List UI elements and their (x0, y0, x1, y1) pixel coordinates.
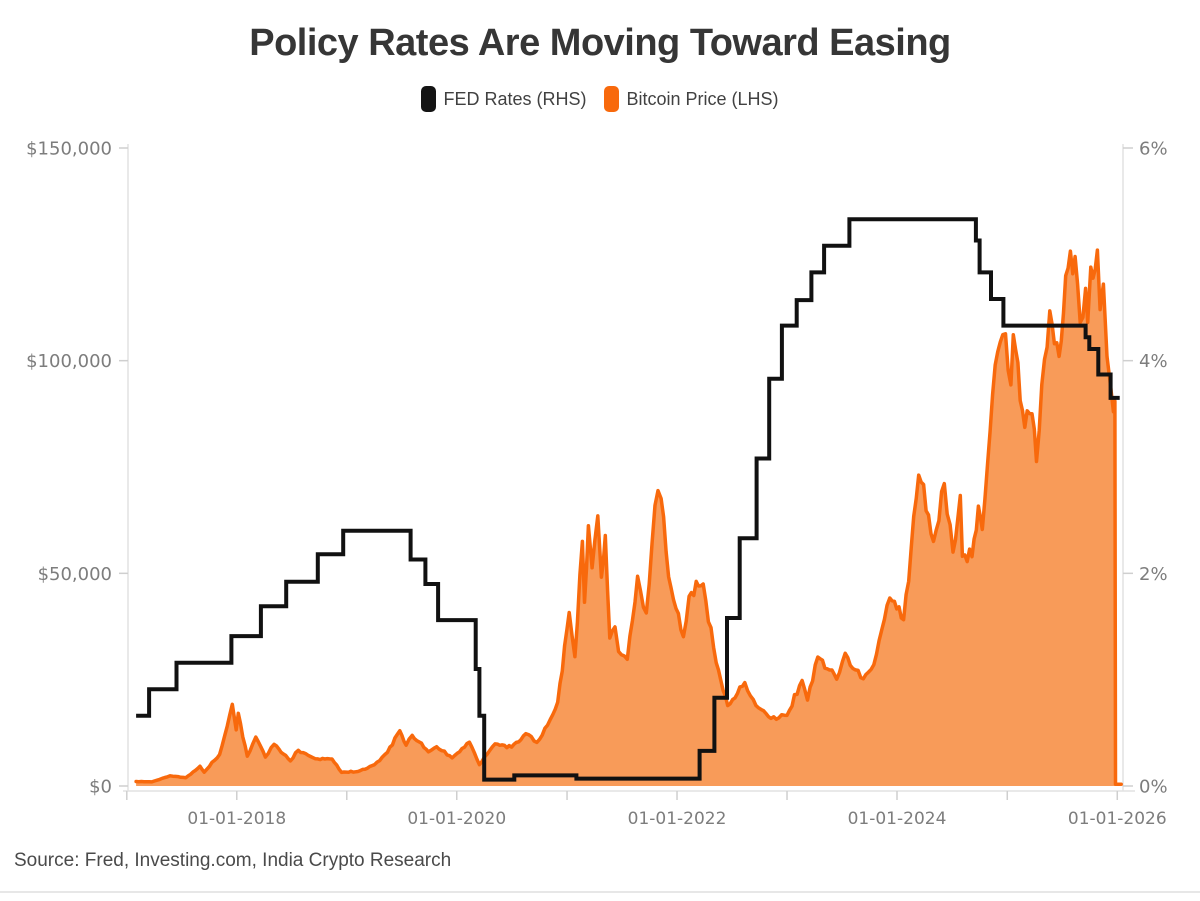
y-right-tick-label: 2% (1139, 564, 1168, 585)
legend-label: FED Rates (RHS) (443, 88, 587, 109)
legend-item-fed-rates[interactable]: FED Rates (RHS) (421, 86, 586, 112)
y-right-tick-label: 6% (1139, 139, 1168, 160)
x-axis-tick-label: 01-01-2022 (628, 809, 727, 829)
fed-rates-swatch-icon (421, 86, 437, 112)
y-right-tick-label: 4% (1139, 351, 1168, 372)
y-left-tick-label: $100,000 (26, 351, 112, 372)
fed-rates-line (136, 217, 1120, 782)
chart-legend: FED Rates (RHS) Bitcoin Price (LHS) (0, 86, 1200, 112)
bitcoin-price-line (134, 248, 1123, 787)
x-axis-tick-label: 01-01-2018 (187, 809, 286, 829)
legend-label: Bitcoin Price (LHS) (626, 88, 779, 109)
y-left-tick-label: $0 (89, 777, 112, 798)
x-axis-tick-label: 01-01-2020 (407, 809, 506, 829)
legend-item-bitcoin-price[interactable]: Bitcoin Price (LHS) (604, 86, 779, 112)
x-axis-tick-label: 01-01-2026 (1068, 809, 1167, 829)
y-left-tick-label: $50,000 (38, 564, 112, 585)
bitcoin-price-area (136, 250, 1122, 787)
y-left-tick-label: $150,000 (26, 139, 112, 160)
y-right-tick-label: 0% (1139, 777, 1168, 798)
bitcoin-price-swatch-icon (604, 86, 620, 112)
source-note: Source: Fred, Investing.com, India Crypt… (14, 850, 452, 871)
page-title: Policy Rates Are Moving Toward Easing (249, 22, 951, 64)
bottom-divider (0, 891, 1200, 893)
x-axis-tick-label: 01-01-2024 (848, 809, 947, 829)
